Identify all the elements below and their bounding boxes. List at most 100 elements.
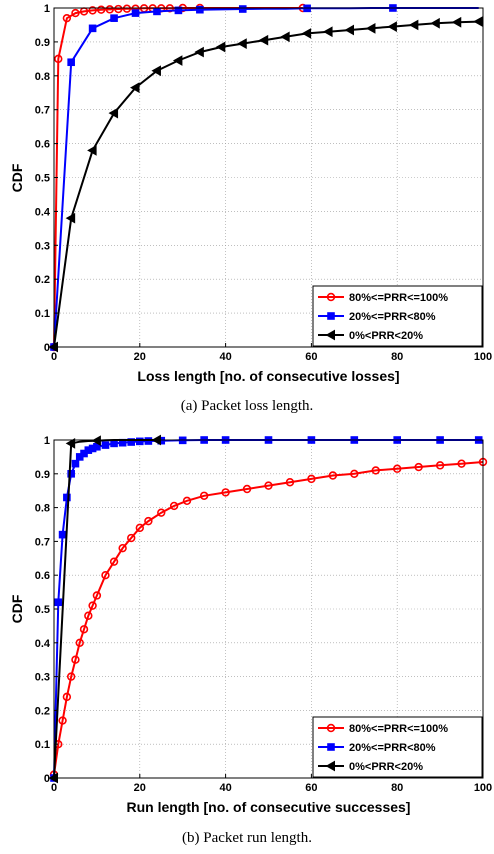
x-tick-label: 80	[391, 782, 403, 794]
data-point	[371, 466, 380, 475]
y-tick-label: 0.5	[35, 173, 50, 185]
y-tick-label: 0.3	[35, 672, 50, 684]
data-point	[62, 692, 72, 702]
series-2	[48, 16, 483, 353]
legend-marker	[327, 312, 335, 320]
legend-label: 0%<PRR<20%	[349, 761, 423, 773]
data-point	[280, 31, 290, 43]
data-point	[71, 8, 80, 18]
data-point	[114, 4, 123, 14]
data-point	[238, 5, 247, 13]
data-point	[350, 469, 359, 478]
legend-marker	[325, 760, 335, 772]
data-point	[67, 58, 75, 67]
caption-a: (a) Packet loss length.	[180, 398, 314, 414]
y-axis-label: CDF	[9, 594, 25, 623]
data-point	[237, 38, 247, 49]
data-point	[194, 46, 204, 58]
y-tick-label: 0.6	[35, 139, 50, 151]
x-tick-label: 80	[391, 351, 403, 363]
data-point	[58, 530, 67, 539]
data-point	[67, 470, 75, 478]
data-point	[144, 516, 153, 526]
data-point	[54, 54, 63, 64]
data-point	[62, 13, 72, 23]
legend-label: 0%<PRR<20%	[349, 330, 423, 342]
data-point	[110, 14, 118, 22]
legend-label: 80%<=PRR<=100%	[349, 723, 448, 735]
y-tick-label: 0	[44, 342, 50, 354]
x-tick-label: 20	[134, 782, 146, 794]
y-tick-label: 0.2	[35, 274, 50, 286]
legend: 80%<=PRR<=100% 20%<=PRR<80% 0%<PRR<20%	[312, 285, 483, 347]
y-tick-label: 0.1	[35, 308, 50, 320]
data-point	[473, 16, 483, 27]
data-point	[307, 474, 316, 484]
y-axis-label: CDF	[9, 163, 25, 192]
data-point	[105, 5, 114, 14]
y-tick-label: 0.8	[35, 71, 50, 83]
data-point	[323, 26, 333, 38]
data-point	[84, 611, 93, 620]
data-point	[172, 55, 183, 66]
legend-marker	[326, 292, 336, 302]
data-point	[457, 459, 466, 468]
data-point	[131, 9, 140, 17]
data-point	[136, 437, 144, 446]
data-point	[65, 212, 76, 224]
data-point	[118, 543, 127, 553]
data-point	[108, 107, 119, 119]
data-point	[174, 6, 183, 15]
y-tick-label: 0.9	[35, 469, 50, 481]
data-point	[408, 19, 419, 31]
x-tick-label: 100	[474, 782, 492, 794]
data-point	[66, 672, 76, 681]
data-point	[242, 484, 252, 494]
data-point	[182, 496, 192, 506]
data-point	[79, 625, 89, 634]
y-tick-label: 0.4	[35, 638, 51, 650]
data-point	[109, 557, 119, 566]
data-point	[199, 491, 209, 500]
x-axis-label: Run length [no. of consecutive successes…	[127, 799, 411, 815]
y-tick-label: 0.6	[35, 570, 50, 582]
legend-label: 20%<=PRR<80%	[349, 742, 436, 754]
y-tick-label: 0.8	[35, 503, 50, 515]
y-tick-label: 0.2	[35, 705, 50, 717]
data-point	[221, 488, 230, 497]
y-tick-label: 0.9	[35, 37, 50, 49]
legend-marker	[325, 329, 335, 341]
x-tick-label: 40	[219, 351, 231, 363]
x-axis-label: Loss length [no. of consecutive losses]	[137, 368, 399, 384]
x-tick-label: 0	[51, 782, 57, 794]
chart-a: 0 20 40 60 80 100 0 0.1 0.2 0.3 0.4 0.5 0.6 0.7 0.8 0.9…	[9, 3, 492, 384]
data-point	[169, 501, 179, 511]
data-point	[144, 437, 153, 445]
data-point	[127, 533, 136, 543]
x-tick-label: 100	[474, 351, 492, 363]
data-point	[58, 716, 67, 725]
data-point	[153, 7, 161, 16]
data-point	[435, 461, 445, 470]
data-point	[301, 28, 312, 39]
data-point	[71, 655, 80, 664]
legend-marker	[327, 743, 335, 751]
series-line	[53, 461, 484, 775]
data-point	[264, 481, 273, 490]
data-point	[430, 17, 440, 29]
y-tick-label: 1	[44, 435, 50, 447]
y-tick-label: 0.4	[35, 206, 51, 218]
data-point	[328, 471, 338, 480]
data-point	[365, 22, 376, 34]
data-point	[101, 570, 110, 580]
data-point	[71, 459, 80, 468]
data-point	[215, 41, 226, 53]
data-point	[414, 462, 423, 472]
data-point	[63, 493, 71, 502]
data-point	[344, 24, 355, 36]
data-point	[88, 601, 97, 610]
data-point	[285, 478, 295, 487]
legend: 80%<=PRR<=100% 20%<=PRR<80% 0%<PRR<20%	[312, 716, 483, 778]
data-point	[96, 5, 106, 14]
